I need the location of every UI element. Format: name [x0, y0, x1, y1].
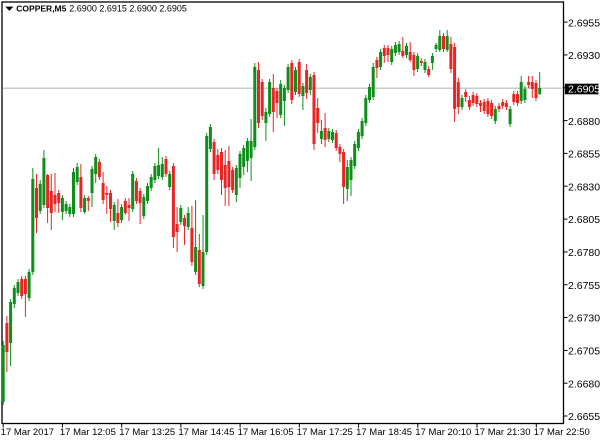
svg-text:2.6705: 2.6705 [568, 346, 600, 358]
svg-text:2.6955: 2.6955 [568, 17, 600, 29]
svg-text:2.6780: 2.6780 [568, 247, 600, 259]
svg-text:17 Mar 12:05: 17 Mar 12:05 [60, 427, 116, 438]
svg-text:17 Mar 17:25: 17 Mar 17:25 [297, 427, 353, 438]
svg-text:17 Mar 20:10: 17 Mar 20:10 [415, 427, 471, 438]
svg-text:2.6680: 2.6680 [568, 378, 600, 390]
svg-text:17 Mar 22:50: 17 Mar 22:50 [534, 427, 590, 438]
svg-text:2.6655: 2.6655 [568, 411, 600, 423]
svg-text:17 Mar 18:45: 17 Mar 18:45 [356, 427, 412, 438]
svg-text:2.6830: 2.6830 [568, 181, 600, 193]
svg-text:2.6755: 2.6755 [568, 280, 600, 292]
svg-text:2.6900 2.6915 2.6900 2.6905: 2.6900 2.6915 2.6900 2.6905 [69, 3, 187, 13]
svg-text:17 Mar 13:25: 17 Mar 13:25 [119, 427, 175, 438]
svg-text:2.6905: 2.6905 [568, 83, 600, 95]
svg-text:2.6930: 2.6930 [568, 50, 600, 62]
svg-text:2.6805: 2.6805 [568, 214, 600, 226]
svg-text:17 Mar 14:45: 17 Mar 14:45 [178, 427, 234, 438]
svg-text:2.6730: 2.6730 [568, 313, 600, 325]
svg-text:COPPER,M5: COPPER,M5 [16, 3, 66, 13]
svg-text:17 Mar 2017: 17 Mar 2017 [1, 427, 54, 438]
svg-text:17 Mar 16:05: 17 Mar 16:05 [238, 427, 294, 438]
svg-text:2.6880: 2.6880 [568, 116, 600, 128]
svg-text:2.6855: 2.6855 [568, 149, 600, 161]
svg-text:17 Mar 21:30: 17 Mar 21:30 [475, 427, 531, 438]
